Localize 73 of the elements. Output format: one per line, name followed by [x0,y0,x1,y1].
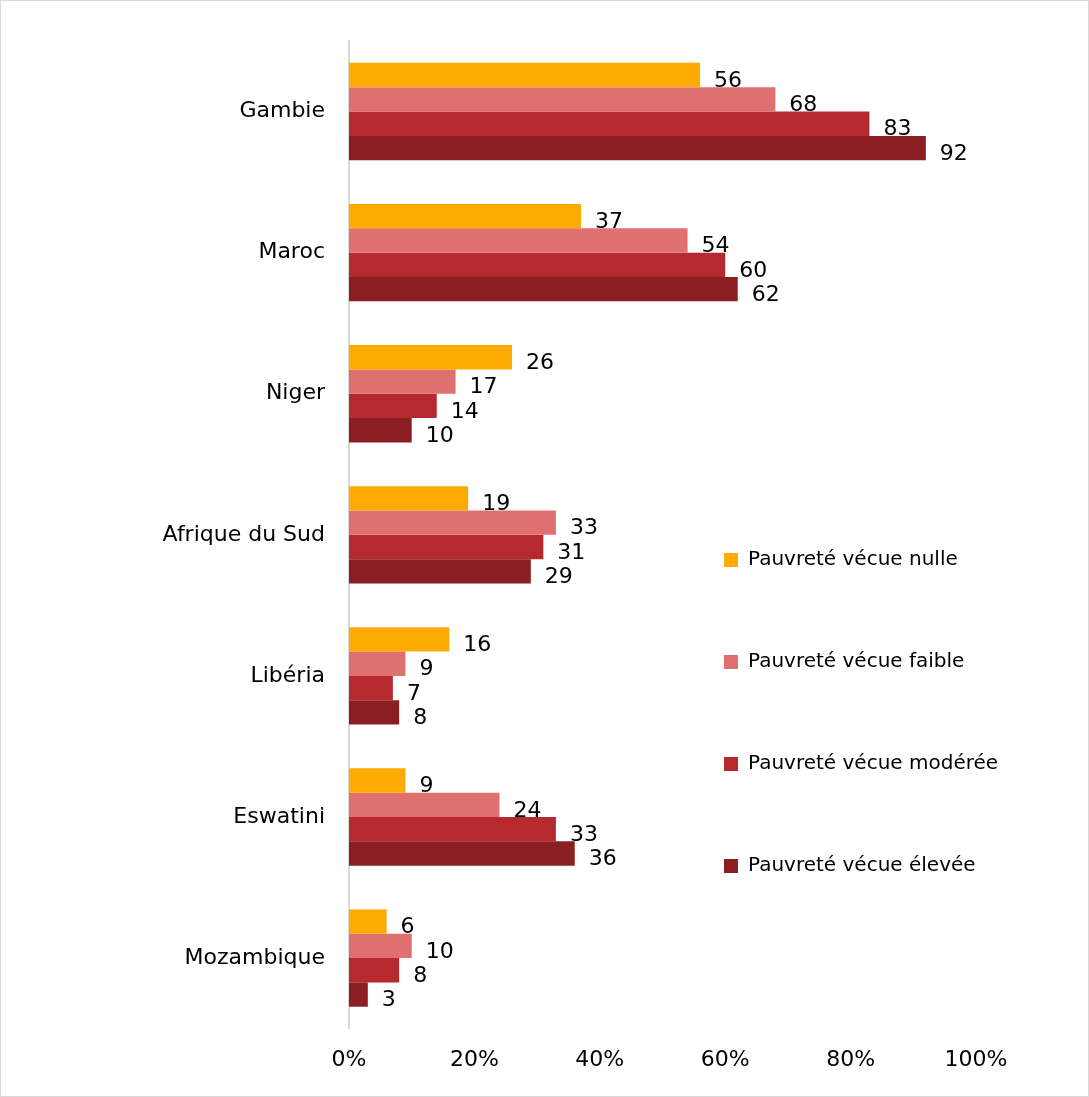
y-tick-label: Libéria [250,661,325,687]
bar [349,252,726,277]
data-label: 62 [751,280,780,306]
data-label: 8 [413,961,428,987]
data-label: 24 [513,796,542,822]
bar [349,111,870,136]
data-label: 17 [469,373,498,399]
bar [349,393,437,419]
data-label: 54 [701,232,730,258]
data-label: 33 [569,514,598,540]
x-tick-label: 40% [575,1045,625,1071]
bar [349,792,500,817]
bar [349,62,701,88]
y-tick-label: Mozambique [184,943,325,969]
data-label: 37 [594,207,623,233]
data-label: 7 [406,679,421,705]
data-label: 9 [419,655,434,681]
x-tick-label: 0% [331,1045,367,1071]
data-label: 33 [569,820,598,846]
legend-label: Pauvreté vécue élevée [748,852,976,877]
legend-label: Pauvreté vécue nulle [748,546,958,571]
data-label: 83 [883,115,912,141]
data-label: 68 [789,91,818,117]
legend-label: Pauvreté vécue faible [748,648,965,673]
bar [349,345,513,370]
bar [349,276,738,302]
data-label: 10 [425,937,454,963]
data-label: 8 [413,704,428,730]
x-tick-label: 80% [826,1045,876,1071]
bar [349,958,400,983]
data-label: 14 [450,397,479,423]
bar [349,841,575,866]
bar [349,768,406,793]
bar [349,982,368,1007]
y-tick-label: Maroc [258,238,325,264]
x-tick-label: 60% [700,1045,750,1071]
bar [349,203,581,229]
bar [349,700,400,725]
data-label: 36 [588,845,617,871]
bar [349,510,556,535]
data-label: 26 [526,348,555,374]
data-label: 10 [425,421,454,447]
y-tick-label: Eswatini [233,802,325,828]
y-tick-label: Gambie [239,97,325,123]
bar [349,228,688,253]
legend-label: Pauvreté vécue modérée [748,750,999,775]
bar [349,651,406,676]
bar [349,87,776,112]
data-label: 60 [739,256,768,282]
y-tick-label: Niger [265,379,326,405]
x-tick-label: 20% [449,1045,499,1071]
data-label: 6 [400,913,415,939]
bar [349,559,531,584]
data-label: 56 [714,66,743,92]
data-label: 16 [463,631,492,657]
bar [349,369,456,394]
bar [349,135,926,161]
bar [349,909,387,934]
data-label: 31 [557,538,586,564]
x-tick-label: 100% [944,1045,1008,1071]
bar [349,418,412,443]
data-label: 9 [419,772,434,798]
bar [349,675,393,701]
data-label: 92 [939,139,968,165]
bar [349,486,469,511]
bar [349,627,450,652]
data-label: 19 [482,490,511,516]
bar [349,816,556,842]
data-label: 3 [381,986,396,1012]
y-tick-label: Afrique du Sud [162,520,325,546]
data-label: 29 [544,563,573,589]
bar [349,534,544,560]
bar [349,933,412,959]
